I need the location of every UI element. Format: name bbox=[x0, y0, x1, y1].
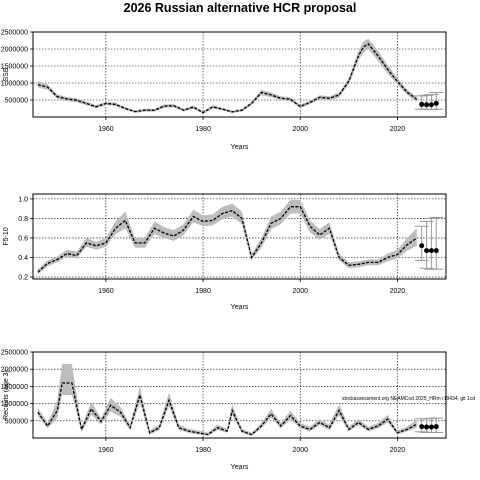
y-tick-label-0: 500000 bbox=[5, 418, 28, 425]
projection-point-2026 bbox=[424, 424, 430, 430]
x-tick-label-2020: 2020 bbox=[390, 447, 406, 454]
x-tick-label-1960: 1960 bbox=[98, 288, 114, 295]
confidence-band-f bbox=[37, 199, 417, 275]
projection-point-2027 bbox=[428, 102, 434, 108]
y-tick-label-2: 1500000 bbox=[1, 64, 28, 71]
panel-recruits: 1960 1980 2000 2020 500000 1000000 1500000 2000… bbox=[1, 350, 447, 471]
x-axis-label-ssb: Years bbox=[231, 144, 249, 151]
projection-point-2026 bbox=[424, 248, 430, 254]
version-annotation: stockassessment.org NEAMCod 2025_HRm r19… bbox=[342, 396, 475, 402]
x-tick-label-1960: 1960 bbox=[98, 126, 114, 133]
panel-ssb: 1960 1980 2000 2020 500000 1000000 1500000 2000… bbox=[1, 30, 447, 151]
x-tick-label-2020: 2020 bbox=[390, 126, 406, 133]
estimate-line-ssb bbox=[37, 43, 418, 114]
x-tick-label-2000: 2000 bbox=[292, 126, 308, 133]
plot-frame-recruits bbox=[32, 351, 447, 439]
x-axis-label-recruits: Years bbox=[231, 464, 249, 471]
y-axis-label-f: F5-10 bbox=[3, 227, 10, 245]
estimate-line-recruits bbox=[37, 382, 418, 436]
y-tick-label-1: 1000000 bbox=[1, 401, 28, 408]
y-tick-label-0: 500000 bbox=[5, 98, 28, 105]
x-tick-label-1960: 1960 bbox=[98, 447, 114, 454]
y-tick-label-4: 2500000 bbox=[1, 350, 28, 357]
plot-frame-f bbox=[32, 193, 447, 280]
projection-point-2025 bbox=[419, 424, 425, 430]
projection-point-2026 bbox=[424, 102, 430, 108]
projection-point-2028 bbox=[433, 100, 439, 106]
y-axis-label-ssb: SSB bbox=[3, 67, 10, 81]
x-tick-label-1980: 1980 bbox=[195, 126, 211, 133]
estimate-line-f bbox=[37, 206, 418, 273]
plot-frame-ssb bbox=[32, 31, 447, 118]
x-tick-label-1980: 1980 bbox=[195, 447, 211, 454]
projection-point-2028 bbox=[433, 424, 439, 430]
projection-point-2028 bbox=[433, 248, 439, 254]
x-tick-label-2000: 2000 bbox=[292, 447, 308, 454]
y-tick-label-4: 1.0 bbox=[18, 196, 28, 203]
y-tick-label-2: 0.6 bbox=[18, 235, 28, 242]
y-tick-label-1: 0.4 bbox=[18, 255, 28, 262]
confidence-band-ssb bbox=[37, 38, 417, 114]
x-tick-label-2020: 2020 bbox=[390, 288, 406, 295]
projection-point-2025 bbox=[419, 101, 425, 107]
y-tick-label-4: 2500000 bbox=[1, 30, 28, 37]
y-tick-label-1: 1000000 bbox=[1, 81, 28, 88]
y-tick-label-2: 1500000 bbox=[1, 384, 28, 391]
projection-point-2025 bbox=[419, 243, 425, 249]
y-tick-label-3: 0.8 bbox=[18, 216, 28, 223]
y-tick-label-3: 2000000 bbox=[1, 47, 28, 54]
x-tick-label-2000: 2000 bbox=[292, 288, 308, 295]
projection-point-2027 bbox=[428, 424, 434, 430]
projection-point-2027 bbox=[428, 248, 434, 254]
panel-fishing-mortality: 1960 1980 2000 2020 0.2 0.4 0.6 0.8 1.0 Years F5-1… bbox=[3, 193, 447, 311]
y-tick-label-3: 2000000 bbox=[1, 367, 28, 374]
x-axis-label-f: Years bbox=[231, 304, 249, 311]
y-tick-label-0: 0.2 bbox=[18, 275, 28, 282]
x-tick-label-1980: 1980 bbox=[195, 288, 211, 295]
y-axis-label-recruits: Recruits (age 3) bbox=[3, 370, 10, 420]
chart-title: 2026 Russian alternative HCR proposal bbox=[124, 1, 357, 15]
